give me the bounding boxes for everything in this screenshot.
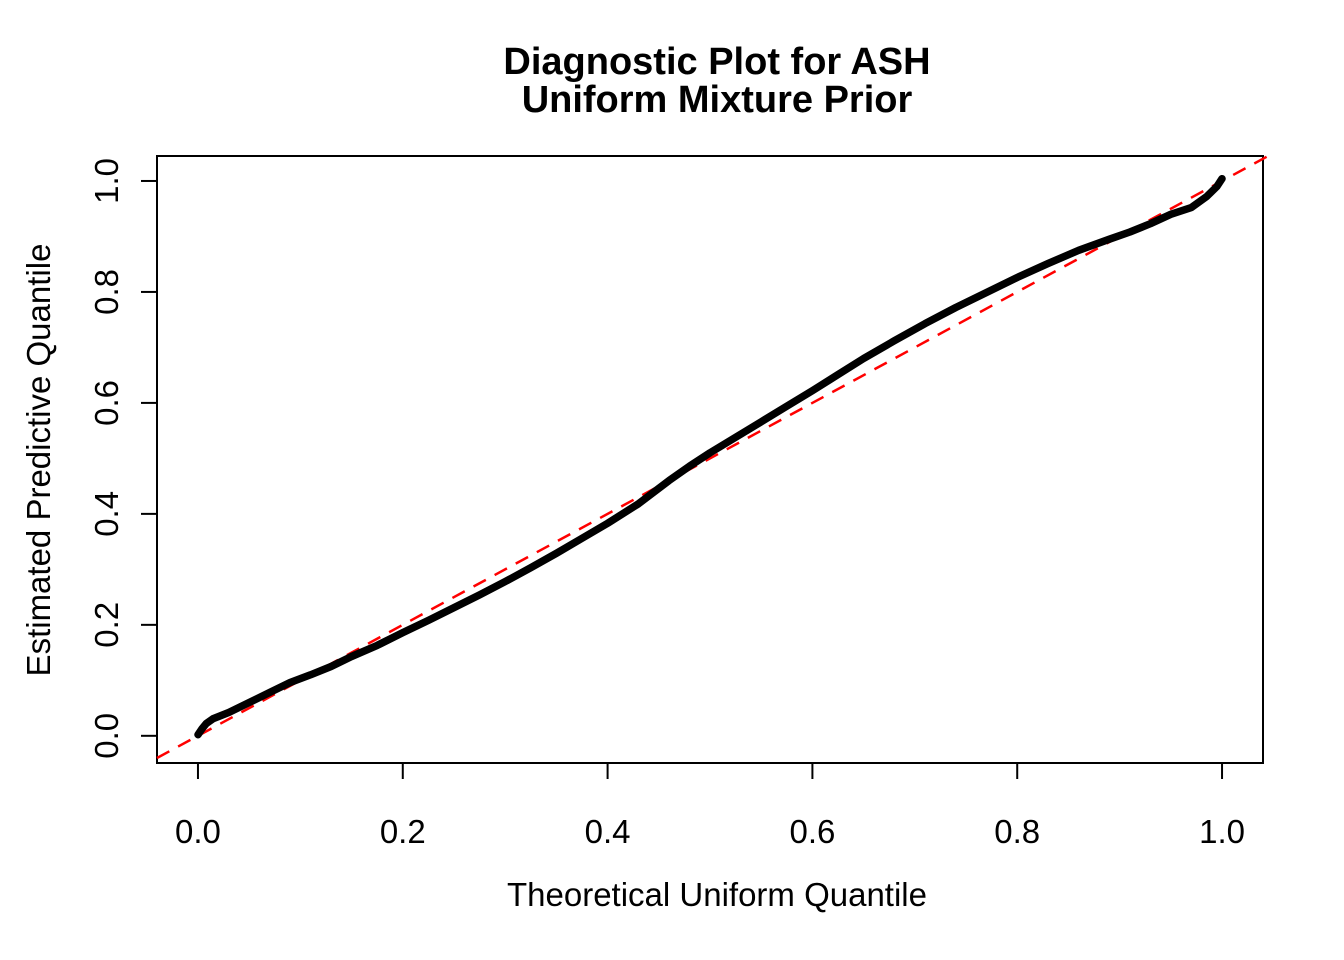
plot-box xyxy=(156,155,1264,764)
x-axis-tick-label: 0.2 xyxy=(380,813,426,850)
y-axis-tick-label: 0.4 xyxy=(88,491,125,537)
x-axis-tick-label: 1.0 xyxy=(1199,813,1245,850)
y-axis-tick-label: 0.8 xyxy=(88,269,125,315)
chart-title-line2: Uniform Mixture Prior xyxy=(522,79,913,121)
x-axis-tick-label: 0.8 xyxy=(994,813,1040,850)
y-axis-tick-label: 0.2 xyxy=(88,602,125,648)
y-axis-title: Estimated Predictive Quantile xyxy=(20,244,57,677)
y-axis-tick-label: 1.0 xyxy=(88,158,125,204)
y-axis-tick-label: 0.6 xyxy=(88,380,125,426)
chart-title-line1: Diagnostic Plot for ASH xyxy=(503,41,930,83)
x-axis-tick-label: 0.6 xyxy=(789,813,835,850)
y-axis-tick-label: 0.0 xyxy=(88,713,125,759)
x-axis-tick-label: 0.4 xyxy=(585,813,631,850)
quantile-curve xyxy=(194,174,1226,739)
plot-generated-layer: 0.0 0.2 0.4 0.6 0.8 1.0 0.0 0.2 0.4 0.6 0.8 1.0 xyxy=(88,154,1269,850)
x-axis-title: Theoretical Uniform Quantile xyxy=(507,876,927,913)
x-axis-tick-label: 0.0 xyxy=(175,813,221,850)
reference-diagonal-line xyxy=(156,154,1269,760)
